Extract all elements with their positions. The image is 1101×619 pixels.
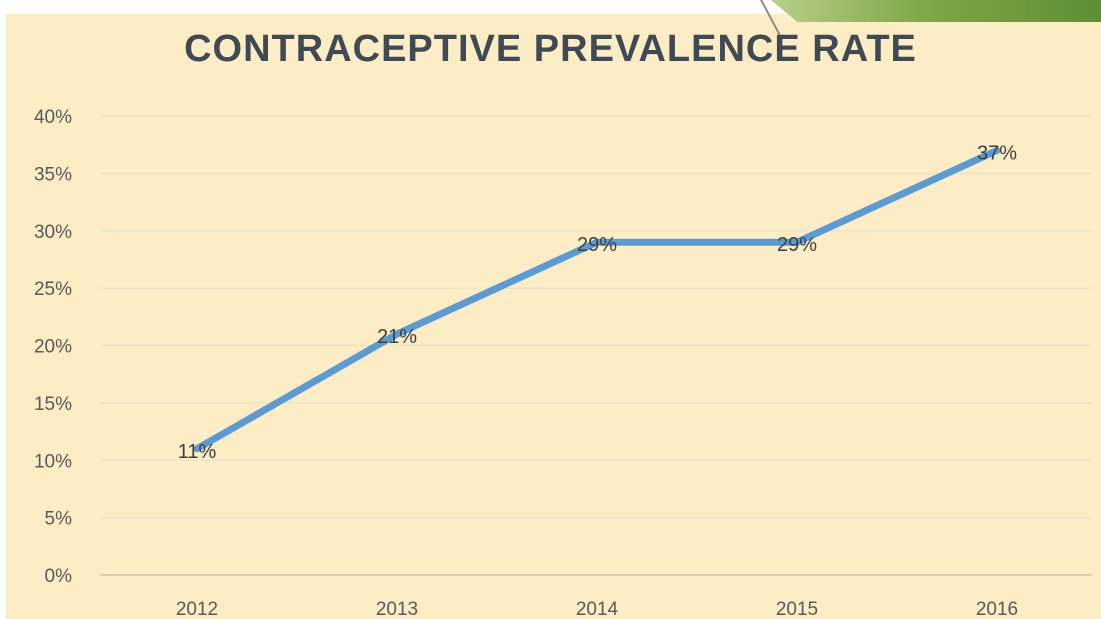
decorative-corner-band	[771, 0, 1101, 22]
data-label: 29%	[577, 234, 617, 256]
series-layer	[193, 146, 1001, 453]
data-point	[794, 239, 800, 246]
x-tick-label: 2014	[576, 599, 619, 619]
y-tick-label: 25%	[34, 279, 72, 300]
y-tick-label: 5%	[45, 509, 73, 530]
x-tick-label: 2016	[976, 599, 1018, 619]
data-label: 21%	[377, 326, 417, 348]
y-tick-label: 10%	[34, 451, 72, 472]
x-axis-ticks: 2012 2013 2014 2015 2016	[176, 599, 1018, 619]
y-tick-label: 35%	[34, 164, 72, 185]
y-tick-label: 30%	[34, 222, 72, 243]
y-tick-label: 40%	[34, 107, 72, 128]
x-tick-label: 2013	[376, 599, 418, 619]
data-label: 29%	[777, 234, 817, 256]
y-tick-label: 15%	[34, 394, 72, 415]
data-point	[394, 331, 400, 338]
chart-title: CONTRACEPTIVE PREVALENCE RATE	[184, 28, 917, 70]
y-tick-label: 0%	[45, 566, 73, 587]
y-axis-ticks: 0% 5% 10% 15% 20% 25% 30% 35% 40%	[34, 107, 72, 587]
data-point	[594, 239, 600, 246]
gridlines	[100, 115, 1092, 576]
data-point	[194, 445, 200, 452]
y-tick-label: 20%	[34, 337, 72, 358]
data-label: 11%	[178, 441, 217, 463]
data-point	[994, 147, 1000, 154]
data-labels: 11% 21% 29% 29% 37%	[178, 142, 1018, 462]
data-label: 37%	[977, 142, 1017, 164]
x-tick-label: 2015	[776, 599, 818, 619]
series-line	[193, 146, 1001, 453]
x-tick-label: 2012	[176, 599, 218, 619]
